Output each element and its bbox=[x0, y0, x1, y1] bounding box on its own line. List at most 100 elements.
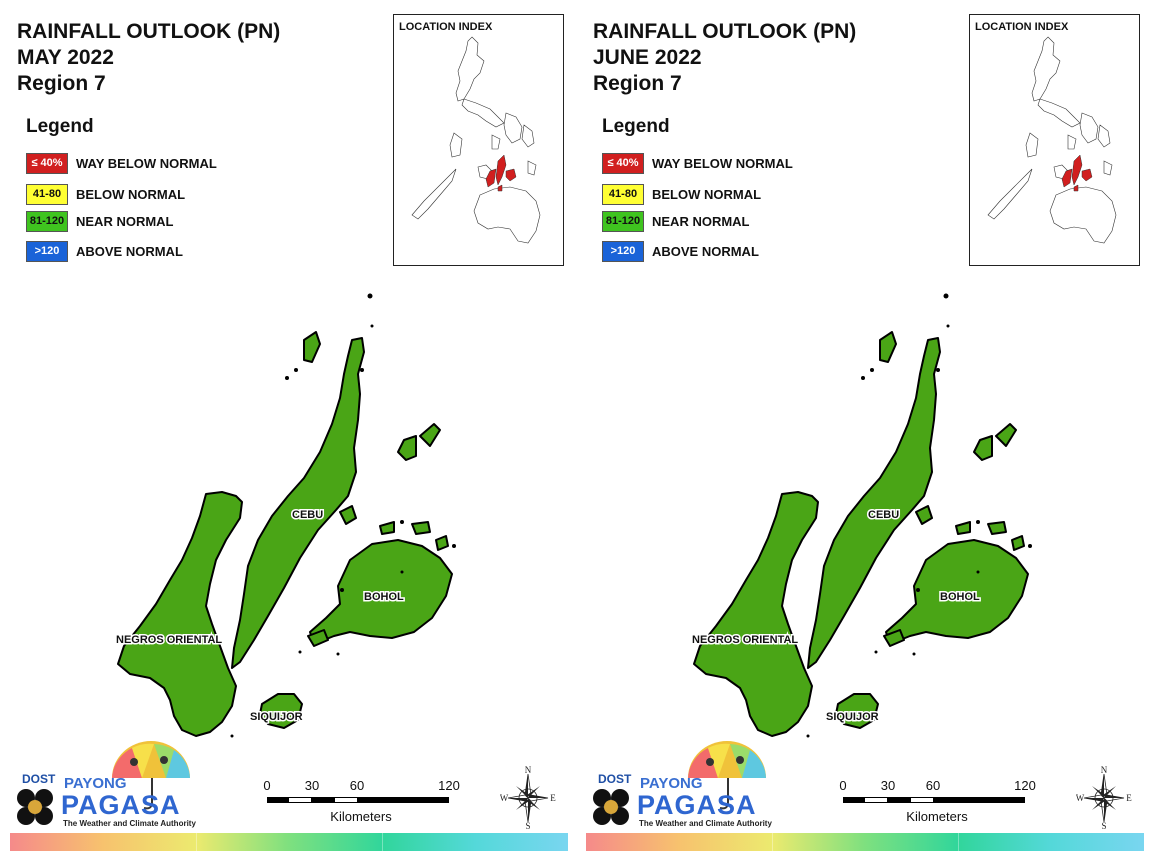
legend-label: WAY BELOW NORMAL bbox=[76, 155, 217, 171]
outlook-panel-1: RAINFALL OUTLOOK (PN) MAY 2022 Region 7 … bbox=[10, 14, 568, 851]
legend-item-above: >120 ABOVE NORMAL bbox=[602, 240, 759, 262]
islet bbox=[411, 521, 431, 535]
region-7-map: CEBU BOHOL NEGROS ORIENTAL SIQUIJOR bbox=[691, 293, 1032, 738]
scale-ticks: 0 30 60 120 bbox=[256, 776, 466, 793]
legend-label: BELOW NORMAL bbox=[76, 186, 186, 202]
logo-tagline: The Weather and Climate Authority bbox=[639, 819, 772, 828]
islet bbox=[973, 435, 993, 461]
logo-pagasa: PAGASA bbox=[61, 790, 181, 820]
scale-unit: Kilometers bbox=[906, 809, 968, 824]
compass-rose-icon: N S W E bbox=[1076, 766, 1132, 830]
scale-bar-graphic bbox=[843, 797, 1025, 803]
place-label-cebu: CEBU bbox=[868, 509, 899, 521]
place-label-bohol: BOHOL bbox=[940, 591, 980, 603]
location-index-title: LOCATION INDEX bbox=[975, 21, 1069, 33]
bohol-region bbox=[885, 539, 1029, 645]
title-line-1: RAINFALL OUTLOOK (PN) bbox=[17, 20, 281, 43]
legend-label: NEAR NORMAL bbox=[652, 213, 750, 229]
color-gradient-strip bbox=[586, 833, 1144, 851]
philippines-map bbox=[987, 36, 1117, 244]
compass-n: N bbox=[1101, 766, 1108, 775]
umbrella-icon bbox=[593, 741, 766, 825]
scale-tick: 60 bbox=[925, 778, 941, 793]
scale-bar: 0 30 60 120 Kilometers bbox=[832, 776, 1042, 836]
payong-pagasa-logo: DOST PAYONG PAGASA The Weather and Clima… bbox=[590, 740, 780, 836]
scale-bar: 0 30 60 120 Kilometers bbox=[256, 776, 466, 836]
legend-label: ABOVE NORMAL bbox=[76, 243, 183, 259]
color-gradient-strip bbox=[10, 833, 568, 851]
islet bbox=[419, 423, 441, 447]
map-title: RAINFALL OUTLOOK (PN) JUNE 2022 Region 7 bbox=[593, 19, 856, 97]
islet bbox=[955, 521, 971, 535]
title-line-3: Region 7 bbox=[17, 72, 106, 95]
scale-tick: 30 bbox=[304, 778, 320, 793]
scale-tick: 30 bbox=[880, 778, 896, 793]
legend-swatch: >120 bbox=[26, 240, 68, 262]
islet bbox=[879, 331, 897, 363]
legend-swatch: ≤ 40% bbox=[602, 152, 644, 174]
philippines-map bbox=[411, 36, 541, 244]
location-index-title: LOCATION INDEX bbox=[399, 21, 493, 33]
islet bbox=[307, 629, 329, 647]
islet bbox=[883, 629, 905, 647]
map-title: RAINFALL OUTLOOK (PN) MAY 2022 Region 7 bbox=[17, 19, 280, 97]
islet bbox=[435, 535, 449, 551]
legend-swatch: 41-80 bbox=[26, 183, 68, 205]
compass-s: S bbox=[1101, 821, 1106, 830]
place-label-cebu: CEBU bbox=[292, 509, 323, 521]
logo-payong: PAYONG bbox=[640, 775, 703, 792]
scale-tick: 120 bbox=[438, 778, 460, 793]
islet bbox=[987, 521, 1007, 535]
place-label-negros-oriental: NEGROS ORIENTAL bbox=[692, 634, 798, 646]
scale-bar-graphic bbox=[267, 797, 449, 803]
scale-tick: 60 bbox=[349, 778, 365, 793]
place-label-siquijor: SIQUIJOR bbox=[250, 711, 303, 723]
islet bbox=[397, 435, 417, 461]
islet bbox=[915, 505, 933, 525]
scale-tick: 0 bbox=[839, 778, 847, 793]
legend-item-way-below: ≤ 40% WAY BELOW NORMAL bbox=[26, 152, 217, 174]
cebu-region bbox=[231, 337, 365, 669]
compass-n: N bbox=[525, 766, 532, 775]
place-label-siquijor: SIQUIJOR bbox=[826, 711, 879, 723]
scale-tick: 120 bbox=[1014, 778, 1036, 793]
compass-e: E bbox=[550, 793, 556, 803]
region-7-map: CEBU BOHOL NEGROS ORIENTAL SIQUIJOR bbox=[115, 293, 456, 738]
compass-rose-icon: N S W E bbox=[500, 766, 556, 830]
islet bbox=[995, 423, 1017, 447]
title-line-2: MAY 2022 bbox=[17, 46, 114, 69]
location-index: LOCATION INDEX bbox=[393, 14, 564, 266]
legend-title: Legend bbox=[602, 116, 670, 137]
legend-swatch: >120 bbox=[602, 240, 644, 262]
legend-item-near: 81-120 NEAR NORMAL bbox=[602, 210, 750, 232]
outlook-panel-2: RAINFALL OUTLOOK (PN) JUNE 2022 Region 7… bbox=[576, 0, 1152, 864]
title-line-1: RAINFALL OUTLOOK (PN) bbox=[593, 20, 857, 43]
siquijor-region bbox=[835, 693, 879, 729]
logo-tagline: The Weather and Climate Authority bbox=[63, 819, 196, 828]
logo-payong: PAYONG bbox=[64, 775, 127, 792]
compass-w: W bbox=[1076, 793, 1085, 803]
legend-swatch: 41-80 bbox=[602, 183, 644, 205]
title-line-3: Region 7 bbox=[593, 72, 682, 95]
legend-swatch: 81-120 bbox=[602, 210, 644, 232]
legend-item-way-below: ≤ 40% WAY BELOW NORMAL bbox=[602, 152, 793, 174]
logo-dost: DOST bbox=[22, 772, 56, 786]
umbrella-icon bbox=[17, 741, 190, 825]
legend-item-above: >120 ABOVE NORMAL bbox=[26, 240, 183, 262]
scale-unit: Kilometers bbox=[330, 809, 392, 824]
scale-ticks: 0 30 60 120 bbox=[832, 776, 1042, 793]
legend-label: NEAR NORMAL bbox=[76, 213, 174, 229]
payong-pagasa-logo: DOST PAYONG PAGASA The Weather and Clima… bbox=[14, 740, 204, 836]
logo-dost: DOST bbox=[598, 772, 632, 786]
legend-item-near: 81-120 NEAR NORMAL bbox=[26, 210, 174, 232]
bohol-region bbox=[309, 539, 453, 645]
islet bbox=[1011, 535, 1025, 551]
compass-s: S bbox=[525, 821, 530, 830]
siquijor-region bbox=[259, 693, 303, 729]
compass-w: W bbox=[500, 793, 509, 803]
place-label-negros-oriental: NEGROS ORIENTAL bbox=[116, 634, 222, 646]
legend-item-below: 41-80 BELOW NORMAL bbox=[26, 183, 185, 205]
title-line-2: JUNE 2022 bbox=[593, 46, 702, 69]
negros-oriental-region bbox=[693, 491, 819, 737]
islet bbox=[379, 521, 395, 535]
